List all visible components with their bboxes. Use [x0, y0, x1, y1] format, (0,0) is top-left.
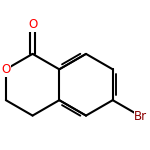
- Text: O: O: [28, 18, 37, 31]
- Text: Br: Br: [134, 110, 147, 123]
- Text: O: O: [1, 63, 10, 76]
